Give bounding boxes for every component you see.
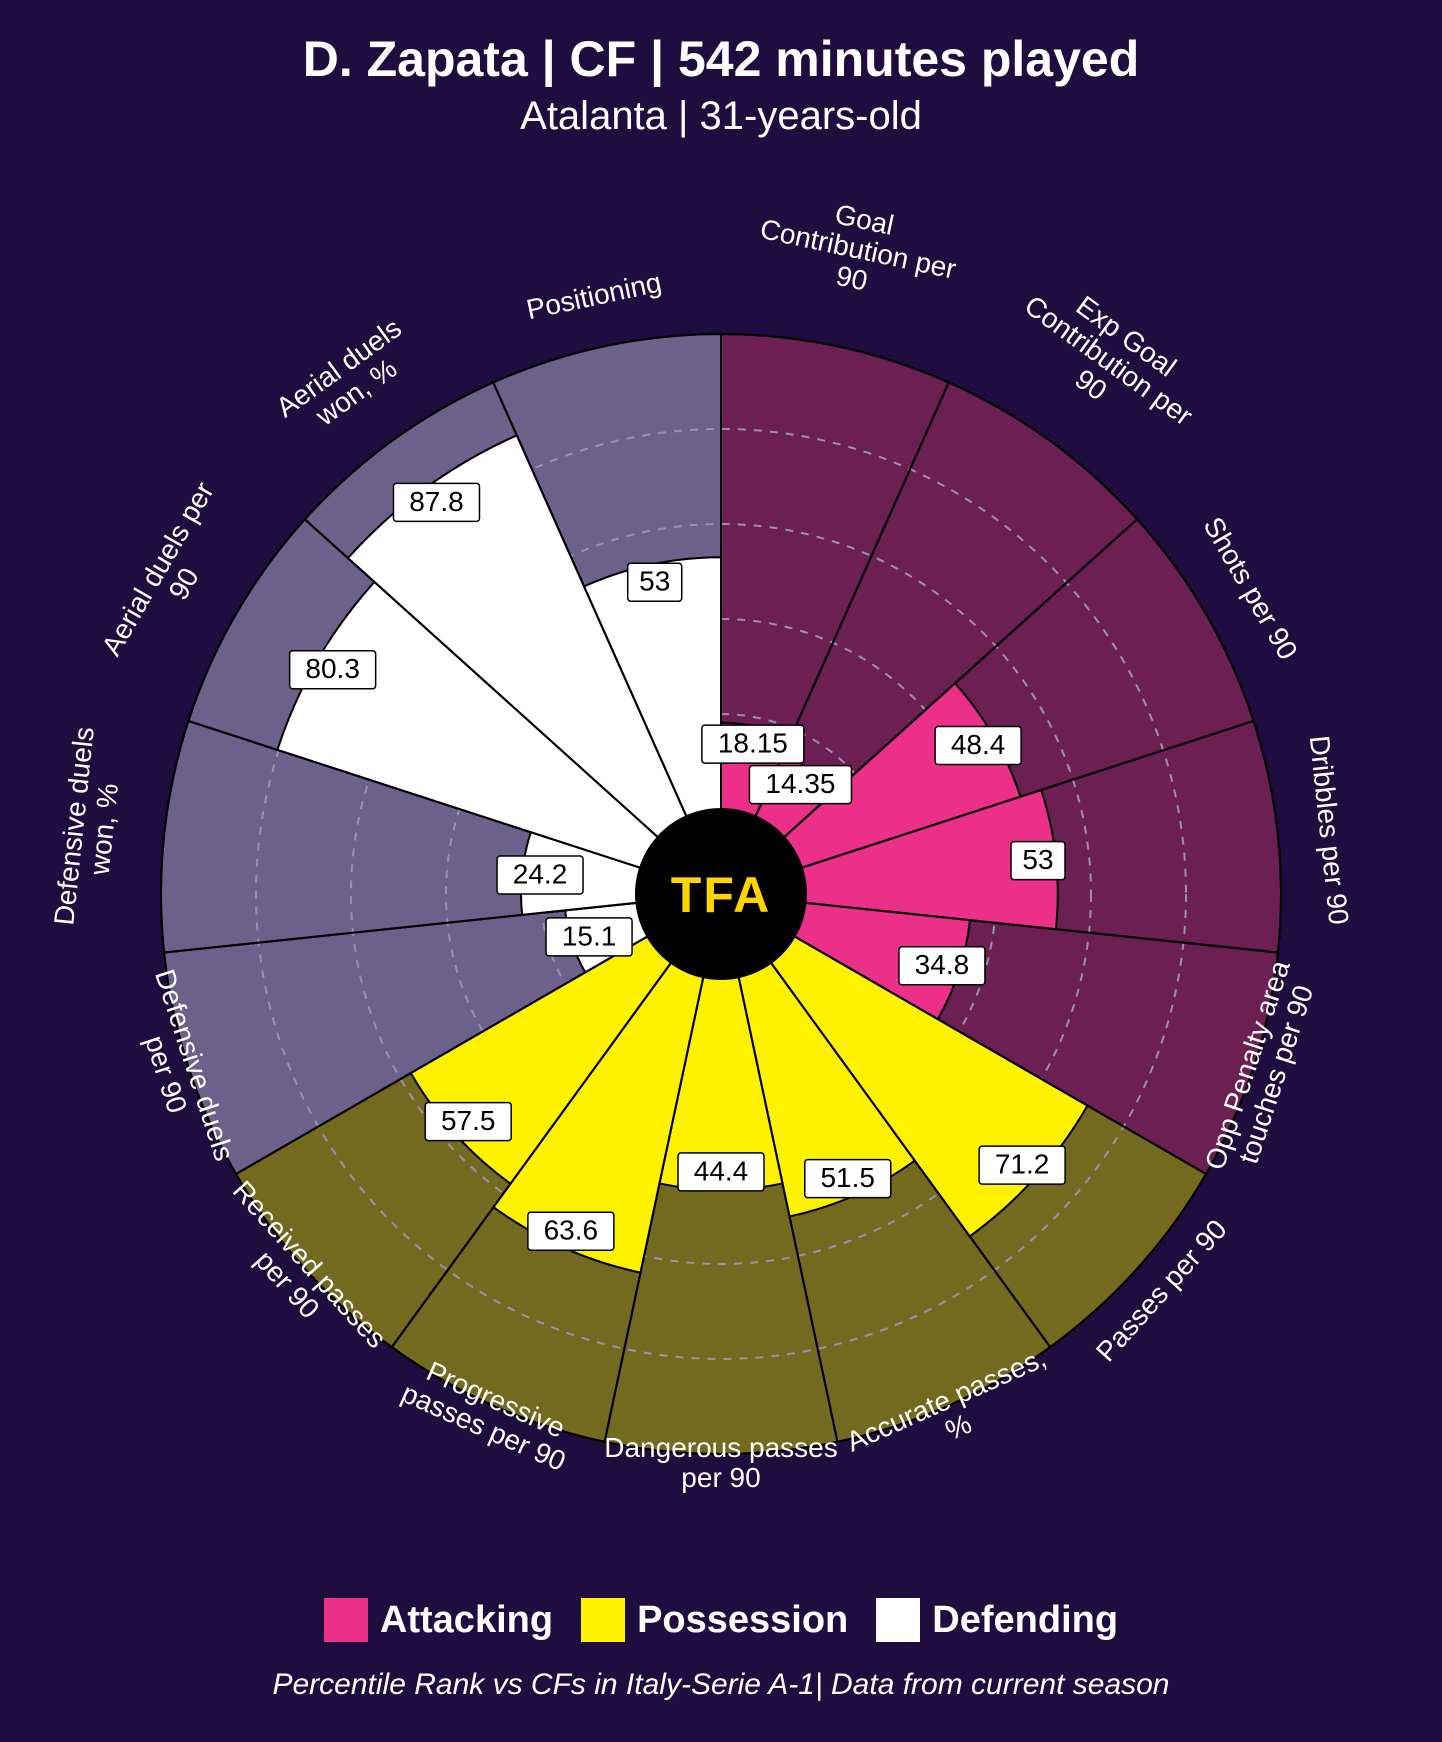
metric-label: Aerial duels per — [96, 477, 220, 661]
value-text: 80.3 — [305, 653, 360, 684]
metric-label-group: GoalContribution per90 — [751, 184, 965, 314]
value-text: 18.15 — [718, 728, 788, 759]
value-text: 24.2 — [513, 858, 568, 889]
metric-label: Positioning — [524, 266, 664, 325]
legend-label: Defending — [932, 1599, 1118, 1642]
value-text: 48.4 — [951, 729, 1006, 760]
legend: Attacking Possession Defending — [0, 1598, 1442, 1647]
metric-label: per 90 — [681, 1462, 760, 1493]
legend-swatch — [876, 1598, 920, 1642]
legend-item-possession: Possession — [581, 1598, 848, 1642]
legend-item-defending: Defending — [876, 1598, 1118, 1642]
value-text: 57.5 — [441, 1105, 496, 1136]
value-text: 14.35 — [765, 768, 835, 799]
value-text: 15.1 — [562, 920, 617, 951]
polar-chart-svg: 18.15 14.35 48.4 53 34.8 71.2 51.5 44.4 63.6 57.5… — [0, 0, 1442, 1742]
metric-label-group: Aerial duelswon, % — [270, 312, 424, 447]
legend-item-attacking: Attacking — [324, 1598, 553, 1642]
value-text: 44.4 — [694, 1155, 749, 1186]
value-text: 53 — [1022, 844, 1053, 875]
legend-swatch — [581, 1598, 625, 1642]
value-text: 34.8 — [915, 949, 970, 980]
value-text: 87.8 — [409, 486, 464, 517]
legend-label: Possession — [637, 1599, 848, 1642]
radar-chart-card: D. Zapata | CF | 542 minutes played Atal… — [0, 0, 1442, 1742]
value-text: 53 — [639, 566, 670, 597]
footnote: Percentile Rank vs CFs in Italy-Serie A-… — [0, 1668, 1442, 1702]
value-text: 51.5 — [820, 1162, 875, 1193]
value-text: 71.2 — [995, 1149, 1050, 1180]
metric-label: 90 — [833, 260, 870, 297]
metric-label-group: Dangerous passesper 90 — [604, 1432, 837, 1493]
metric-label: Dangerous passes — [604, 1432, 837, 1463]
metric-label-group: Positioning — [524, 266, 664, 325]
metric-label: Dribbles per 90 — [1304, 734, 1355, 926]
metric-label-group: Dribbles per 90 — [1304, 734, 1355, 926]
metric-label-group: Exp GoalContribution per90 — [1001, 265, 1216, 456]
value-text: 63.6 — [544, 1215, 599, 1246]
metric-label-group: Defensive duelswon, % — [48, 725, 129, 930]
legend-label: Attacking — [380, 1599, 553, 1642]
legend-swatch — [324, 1598, 368, 1642]
center-logo: TFA — [671, 867, 771, 923]
